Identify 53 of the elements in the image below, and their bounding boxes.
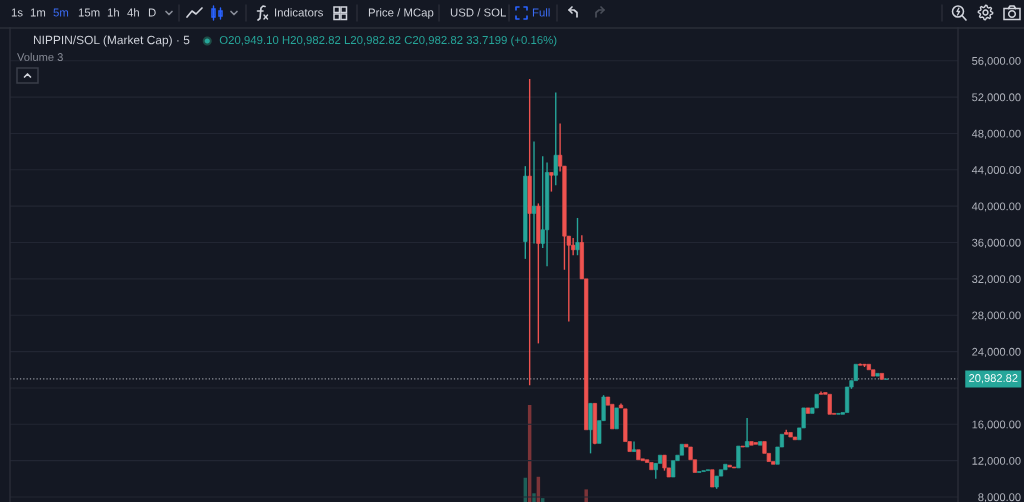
candlestick [827, 393, 832, 415]
bar [540, 498, 545, 502]
text: 15m [78, 8, 100, 17]
candlestick [531, 140, 537, 245]
y-tick-label: 32,000.00 [972, 275, 1021, 285]
candlestick [731, 466, 737, 469]
candlestick [879, 373, 884, 380]
candlestick [727, 464, 732, 468]
candlestick [736, 445, 741, 469]
candlestick [553, 91, 558, 186]
text: 1m [30, 8, 46, 17]
text: Indicators [275, 8, 323, 17]
y-tick-label: 52,000.00 [972, 93, 1021, 103]
text: NIPPIN/SOL (Market Cap) · 5 [33, 35, 190, 47]
candlestick [631, 440, 637, 453]
candlestick [788, 432, 793, 438]
y-tick-label: 12,000.00 [972, 456, 1021, 467]
y-tick-label: 16,000.00 [972, 420, 1021, 430]
y-tick-label: 56,000.00 [972, 56, 1021, 67]
candlestick [749, 441, 754, 446]
y-tick-label: 48,000.00 [971, 129, 1021, 139]
candlestick [753, 442, 758, 445]
annotation: O20,949.10 H20,982.82 L20,982.82 C20,982.82 33.7199 (+0.16%) [219, 35, 557, 47]
candlestick [792, 436, 798, 441]
text: USD / SOL [450, 8, 506, 17]
y-tick-label: 8,000.00 [978, 493, 1021, 502]
bar [532, 493, 536, 502]
candlestick [549, 171, 554, 193]
bar [584, 489, 588, 502]
ref-line-label: 20,982.82 [969, 374, 1018, 384]
text: Price / MCap [368, 8, 434, 19]
candlestick [575, 217, 580, 256]
text: 5m [53, 8, 69, 17]
y-tick-label: 40,000.00 [971, 202, 1021, 212]
candlestick [875, 373, 880, 377]
text: 1s [11, 8, 23, 17]
text: Full [532, 8, 550, 17]
candlestick [614, 407, 619, 430]
candlestick [649, 462, 654, 471]
candlestick [740, 445, 745, 448]
y-tick-label: 44,000.00 [971, 166, 1021, 176]
text: 4h [127, 8, 139, 17]
candlestick [758, 441, 763, 446]
candlestick [710, 469, 715, 488]
chart-title: Volume 3 [17, 52, 63, 61]
y-tick-label: 36,000.00 [972, 238, 1021, 248]
y-tick-label: 28,000.00 [972, 311, 1021, 321]
candlestick [745, 417, 750, 448]
candlestick [636, 449, 641, 461]
text: 1h [107, 8, 119, 17]
y-tick-label: 24,000.00 [972, 347, 1021, 358]
candlestick [805, 407, 811, 414]
text: D [148, 8, 156, 17]
